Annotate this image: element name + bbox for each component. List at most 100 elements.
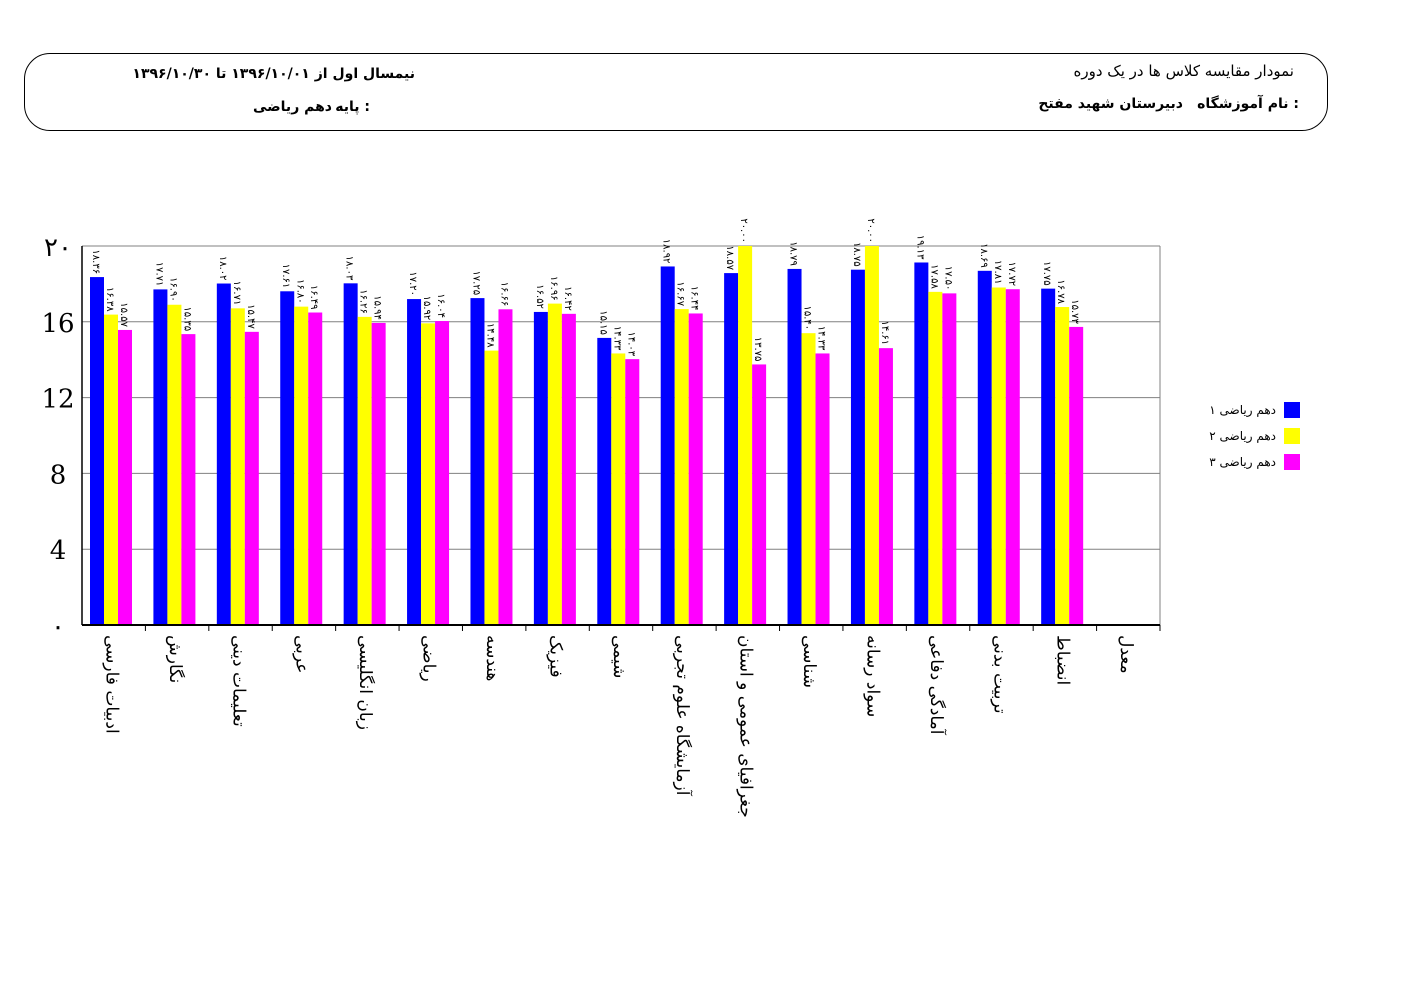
data-label: ۱۴.۳۳	[816, 326, 827, 351]
bar	[280, 291, 295, 625]
bar	[674, 309, 689, 625]
y-tick-label: ۰	[51, 612, 65, 642]
legend-swatch	[1284, 402, 1300, 418]
legend-label: دهم ریاضی ۳	[1209, 455, 1276, 470]
data-label: ۱۷.۵۸	[928, 264, 939, 289]
report-header	[24, 53, 1328, 131]
category-label: تعلیمات دینی	[228, 635, 248, 727]
data-label: ۱۷.۸۱	[992, 260, 1003, 285]
bar	[181, 334, 196, 625]
data-label: ۱۶.۲۶	[358, 289, 369, 314]
data-label: ۱۹.۱۳	[914, 235, 925, 260]
bar	[244, 331, 259, 625]
period-text: نیمسال اول از ۱۳۹۶/۱۰/۰۱ تا ۱۳۹۶/۱۰/۳۰	[132, 66, 415, 82]
bar	[878, 348, 893, 625]
bar	[294, 306, 309, 625]
bar	[942, 293, 957, 625]
data-label: ۱۶.۹۶	[548, 276, 559, 301]
data-label: ۱۶.۴۹	[308, 285, 319, 310]
data-label: ۱۸.۳۶	[90, 249, 101, 274]
data-label: ۱۵.۴۰	[802, 305, 813, 330]
bar	[421, 323, 436, 625]
bar	[561, 313, 576, 625]
data-label: ۱۴.۴۸	[484, 323, 495, 348]
category-label: سواد رسانه	[862, 635, 882, 717]
data-label: ۱۴.۶۱	[879, 320, 890, 345]
category-label: عربی	[292, 635, 312, 673]
data-label: ۱۶.۹۰	[167, 277, 178, 302]
category-label: آزمایشگاه علوم تجربی	[672, 635, 694, 797]
data-label: ۱۶.۸۰	[294, 279, 305, 304]
category-label: شیمی	[609, 635, 629, 678]
data-label: ۱۶.۷۸	[1055, 279, 1066, 304]
bar	[815, 353, 830, 625]
y-tick-label: 12	[41, 385, 74, 415]
report-title: نمودار مقایسه کلاس ها در یک دوره	[1073, 62, 1294, 80]
bar	[104, 314, 118, 625]
data-label: ۱۶.۴۴	[689, 286, 700, 311]
category-label: جغرافیای عمومی و استان	[736, 635, 756, 818]
bar	[435, 321, 450, 625]
bar	[688, 313, 703, 625]
data-label: ۱۵.۳۵	[181, 306, 192, 331]
data-label: ۱۸.۰۲	[217, 256, 228, 281]
bar	[470, 298, 485, 625]
category-label: ادبیات فارسی	[102, 635, 122, 734]
data-label: ۱۶.۶۷	[675, 281, 686, 306]
bar	[850, 269, 865, 625]
data-label: ۱۶.۰۴	[435, 293, 446, 318]
data-label: ۱۵.۷۳	[1069, 299, 1080, 324]
bar	[801, 333, 816, 625]
category-label: انضباط	[1053, 635, 1073, 685]
data-label: ۱۷.۷۵	[1041, 261, 1052, 286]
bar	[977, 270, 992, 625]
data-label: ۱۷.۲۰	[407, 271, 418, 296]
legend-label: دهم ریاضی ۲	[1209, 429, 1276, 444]
category-label: فیزیک	[545, 635, 565, 678]
data-label: ۱۵.۴۷	[245, 304, 256, 329]
bar	[533, 311, 548, 625]
bar	[371, 322, 386, 625]
y-tick-label: ۲۰	[44, 233, 72, 263]
category-label: زبان انگلیسی	[355, 635, 376, 730]
legend-swatch	[1284, 428, 1300, 444]
bar	[597, 337, 612, 625]
bar	[357, 316, 372, 625]
data-label: ۱۵.۹۲	[421, 296, 432, 321]
bar	[343, 283, 358, 625]
bar	[230, 308, 245, 625]
data-label: ۱۸.۹۲	[661, 239, 672, 264]
bar	[738, 246, 753, 625]
data-label: ۱۸.۷۵	[851, 242, 862, 267]
data-label: ۱۶.۳۸	[104, 287, 115, 312]
bar	[787, 268, 802, 625]
bar	[308, 312, 323, 625]
bar	[498, 309, 513, 625]
grade-label: پایه :	[335, 99, 370, 115]
data-label: ۱۶.۵۲	[534, 284, 545, 309]
data-label: ۱۶.۶۶	[498, 282, 509, 307]
bar	[914, 262, 929, 625]
bar	[660, 266, 675, 625]
data-label: ۱۳.۷۵	[752, 337, 763, 362]
y-tick-label: 16	[41, 309, 74, 339]
bar	[153, 289, 168, 625]
category-label: نگارش	[165, 635, 186, 683]
data-label: ۱۸.۵۷	[724, 245, 735, 270]
data-label: ۱۵.۵۷	[118, 302, 129, 327]
legend-label: دهم ریاضی ۱	[1209, 403, 1276, 418]
data-label: ۱۸.۷۹	[788, 241, 799, 266]
bar	[407, 299, 422, 625]
bar	[864, 246, 879, 625]
bar	[167, 304, 182, 625]
data-label: ۱۴.۰۳	[625, 331, 636, 356]
grade-value: دهم ریاضی	[252, 99, 332, 115]
data-label: ۱۷.۷۲	[1006, 262, 1017, 287]
bar	[625, 359, 640, 625]
data-label: ۱۷.۷۱	[153, 262, 164, 287]
legend-swatch	[1284, 454, 1300, 470]
bar	[90, 277, 104, 625]
data-label: ۱۷.۲۵	[470, 270, 481, 295]
y-tick-label: 8	[50, 460, 67, 490]
